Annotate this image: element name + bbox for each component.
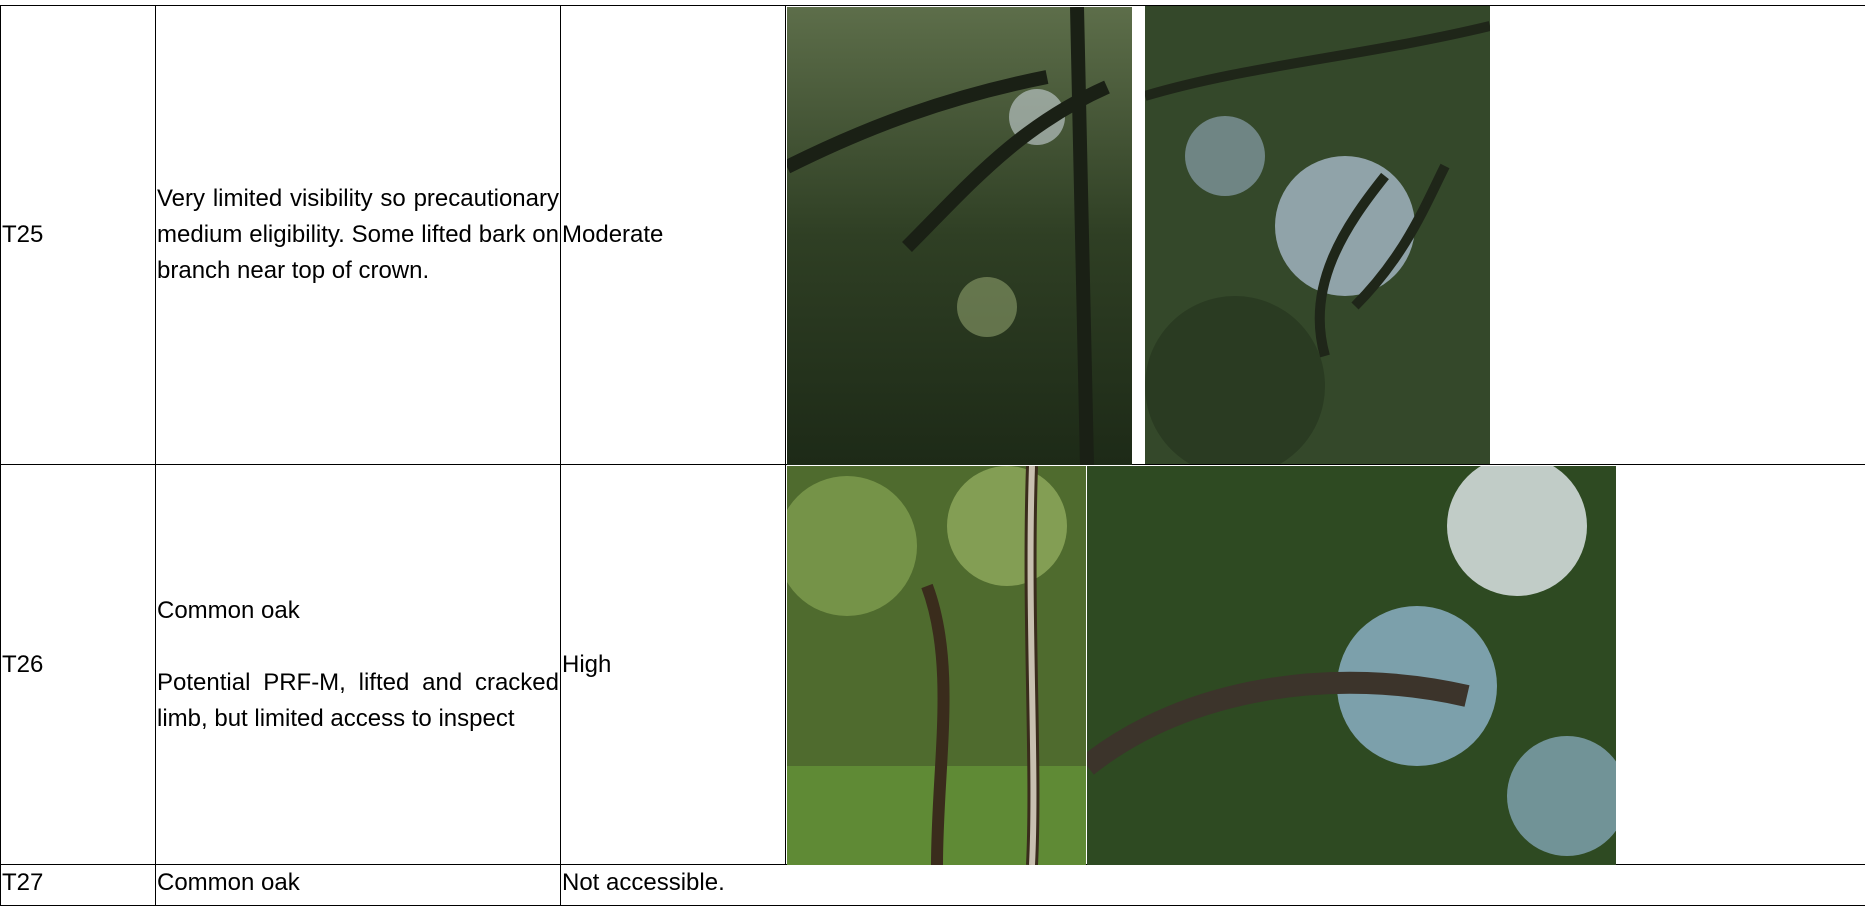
tree-id: T25	[0, 5, 156, 465]
paragraph: Very limited visibility so precautionary…	[157, 185, 559, 284]
photo-cell	[785, 5, 1865, 465]
tree-table: T25 Very limited visibility so precautio…	[0, 5, 1865, 906]
photo	[1087, 466, 1616, 865]
photo-cell	[785, 464, 1865, 865]
photo	[787, 7, 1132, 465]
description: Common oak	[155, 864, 561, 906]
rating: Moderate	[560, 5, 786, 465]
description: Common oak Potential PRF-M, lifted and cr…	[155, 464, 561, 865]
table-row: T27 Common oak Not accessible.	[0, 864, 1865, 906]
description: Very limited visibility so precautionary…	[155, 5, 561, 465]
paragraph: Common oak	[157, 869, 300, 896]
photo	[1145, 6, 1490, 464]
rating: Not accessible.	[560, 864, 1865, 906]
table-row: T25 Very limited visibility so precautio…	[0, 5, 1865, 465]
photo	[787, 466, 1086, 865]
tree-id: T27	[0, 864, 156, 906]
paragraph: Potential PRF-M, lifted and cracked limb…	[157, 668, 559, 732]
paragraph: Common oak	[157, 596, 300, 624]
table-row: T26 Common oak Potential PRF-M, lifted an…	[0, 464, 1865, 865]
rating: High	[560, 464, 786, 865]
tree-id: T26	[0, 464, 156, 865]
